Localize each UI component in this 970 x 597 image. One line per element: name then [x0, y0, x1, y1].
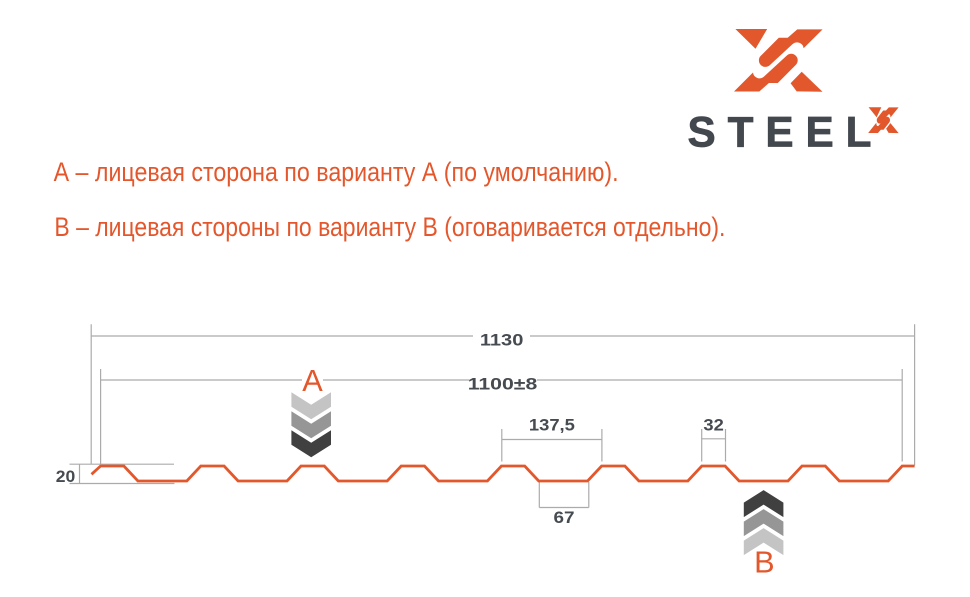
svg-text:67: 67 — [554, 508, 575, 527]
svg-text:32: 32 — [703, 416, 723, 435]
svg-text:В – лицевая стороны по вариант: В – лицевая стороны по варианту В (огова… — [54, 212, 725, 242]
svg-text:137,5: 137,5 — [529, 416, 575, 435]
svg-text:А: А — [302, 363, 323, 398]
svg-text:STEEL: STEEL — [688, 109, 884, 156]
svg-text:20: 20 — [56, 467, 76, 486]
svg-text:1100±8: 1100±8 — [468, 375, 538, 394]
svg-text:В: В — [754, 544, 774, 579]
svg-text:А – лицевая сторона по вариант: А – лицевая сторона по варианту А (по ум… — [54, 157, 619, 187]
svg-text:1130: 1130 — [480, 330, 524, 349]
